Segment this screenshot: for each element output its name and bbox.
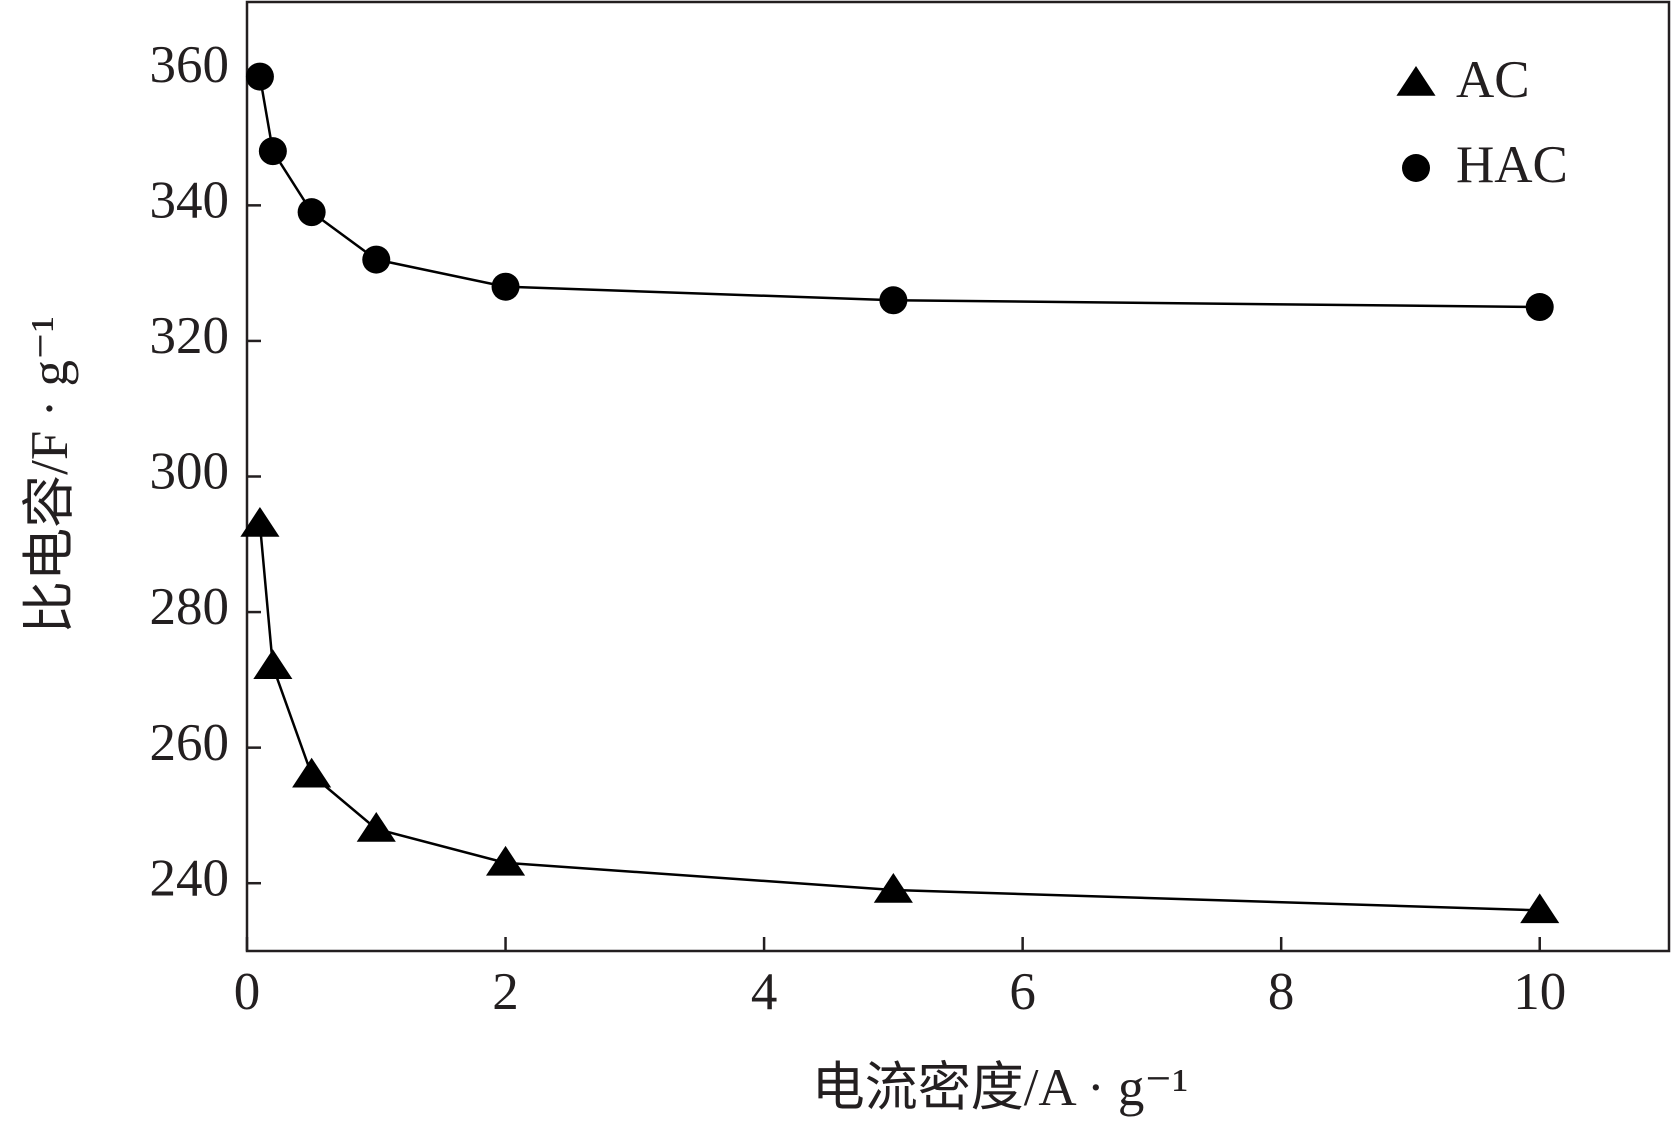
y-tick-label: 240: [150, 849, 230, 907]
y-tick-label: 280: [150, 578, 230, 636]
marker: [258, 137, 287, 166]
series-line: [258, 523, 1540, 912]
y-tick-label: 260: [150, 714, 230, 772]
legend-marker: [1396, 66, 1436, 96]
x-tick-label: 8: [1268, 963, 1295, 1021]
marker: [240, 506, 280, 537]
x-tick-label: 2: [492, 963, 519, 1021]
marker: [245, 62, 274, 91]
y-axis-label: 比电容/F · g⁻¹: [21, 316, 79, 634]
marker: [873, 872, 913, 903]
marker: [1520, 893, 1560, 924]
marker: [1525, 293, 1554, 322]
marker: [292, 757, 332, 788]
legend-label: HAC: [1456, 136, 1568, 194]
series-line: [258, 76, 1540, 309]
y-tick-label: 300: [150, 443, 230, 501]
marker: [485, 845, 526, 876]
x-tick-label: 10: [1513, 963, 1566, 1021]
x-tick-label: 0: [234, 963, 261, 1021]
x-tick-label: 6: [1009, 963, 1036, 1021]
y-tick-label: 320: [150, 307, 230, 365]
marker: [879, 286, 908, 315]
marker: [297, 198, 326, 227]
marker: [356, 811, 396, 842]
marker: [491, 272, 520, 301]
legend-marker: [1402, 154, 1430, 182]
marker: [253, 649, 293, 680]
y-tick-label: 360: [150, 36, 230, 94]
legend-label: AC: [1456, 51, 1530, 109]
y-tick-label: 340: [150, 172, 230, 230]
x-axis-label: 电流密度/A · g⁻¹: [812, 1059, 1189, 1117]
x-tick-label: 4: [751, 963, 778, 1021]
marker: [362, 245, 391, 274]
